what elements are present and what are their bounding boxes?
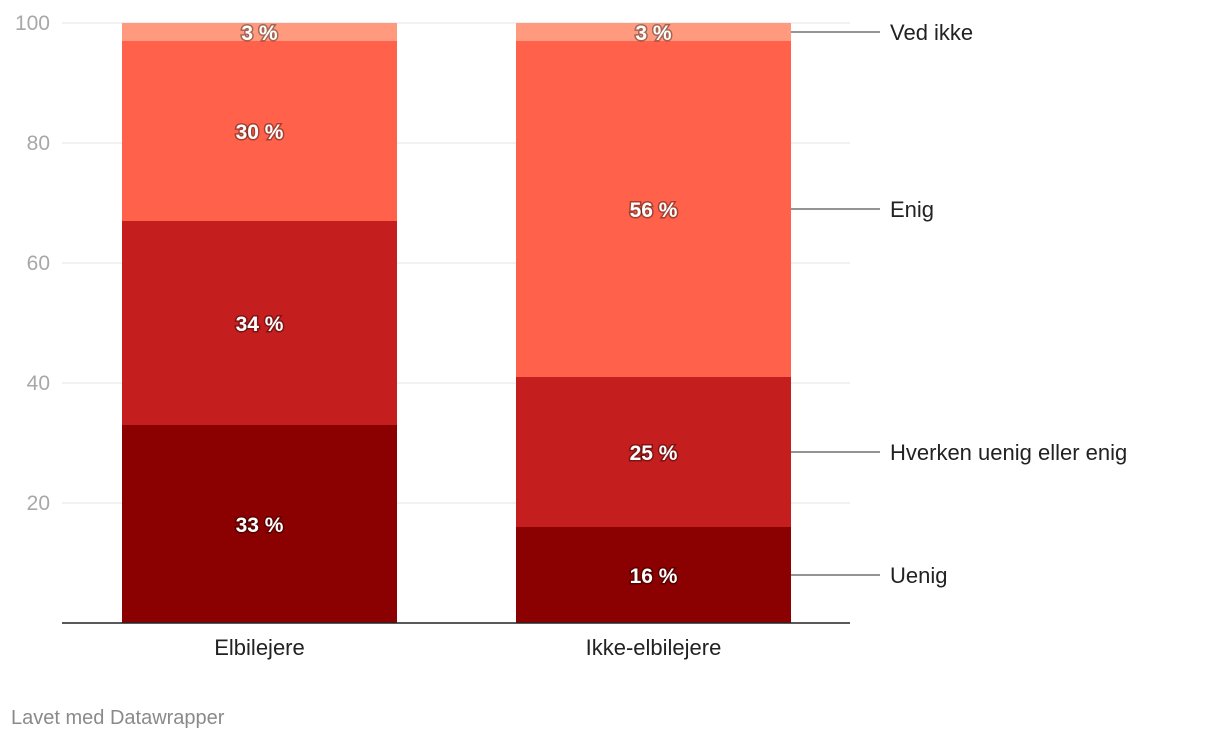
x-axis-categories: Elbilejere Ikke-elbilejere xyxy=(214,635,721,660)
data-labels: 33 % 34 % 30 % 3 % 16 % 25 % 56 % 3 % xyxy=(234,21,679,590)
legend-label-2: Enig xyxy=(890,197,934,222)
legend-label-3: Ved ikke xyxy=(890,20,973,45)
bar-segment-0-2 xyxy=(122,41,397,221)
bar-segment-1-1 xyxy=(516,377,791,527)
bar-segment-1-3 xyxy=(516,23,791,41)
x-category-label-0: Elbilejere xyxy=(214,635,305,660)
y-tick-label-80: 80 xyxy=(27,132,50,155)
data-label-1-2: 56 % xyxy=(630,199,678,222)
y-tick-label-100: 100 xyxy=(15,12,50,35)
legend-label-0: Uenig xyxy=(890,563,947,588)
data-label-0-0: 33 % xyxy=(236,514,284,537)
y-tick-label-20: 20 xyxy=(27,492,50,515)
legend-label-1: Hverken uenig eller enig xyxy=(890,440,1127,465)
data-label-1-3: 3 % xyxy=(635,22,672,45)
bar-segment-1-2 xyxy=(516,41,791,377)
bar-segment-1-0 xyxy=(516,527,791,623)
data-label-0-3: 3 % xyxy=(241,22,278,45)
bar-segment-0-3 xyxy=(122,23,397,41)
data-label-0-2: 30 % xyxy=(236,121,284,144)
y-tick-label-60: 60 xyxy=(27,252,50,275)
data-label-1-1: 25 % xyxy=(630,442,678,465)
y-axis-ticks: 20 40 60 80 100 xyxy=(15,12,50,515)
bars xyxy=(122,23,791,623)
bar-segment-0-0 xyxy=(122,425,397,623)
footer-credit: Lavet med Datawrapper xyxy=(11,707,225,729)
y-tick-label-40: 40 xyxy=(27,372,50,395)
legend: Uenig Hverken uenig eller enig Enig Ved ikk… xyxy=(791,20,1127,588)
x-category-label-1: Ikke-elbilejere xyxy=(586,635,722,660)
bar-segment-0-1 xyxy=(122,221,397,425)
data-label-1-0: 16 % xyxy=(630,565,678,588)
data-label-0-1: 34 % xyxy=(236,313,284,336)
